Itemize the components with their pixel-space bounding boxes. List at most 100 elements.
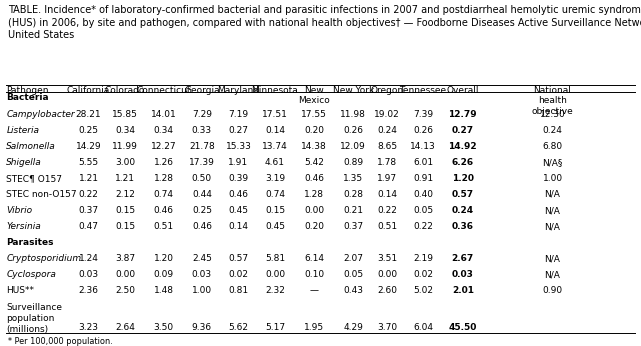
Text: 0.05: 0.05 — [413, 206, 433, 215]
Text: 17.39: 17.39 — [189, 158, 215, 167]
Text: 3.50: 3.50 — [153, 323, 174, 332]
Text: 4.29: 4.29 — [343, 323, 363, 332]
Text: Campylobacter: Campylobacter — [6, 110, 75, 119]
Text: 14.92: 14.92 — [449, 142, 477, 151]
Text: 0.14: 0.14 — [228, 222, 249, 231]
Text: 2.67: 2.67 — [452, 254, 474, 263]
Text: 1.00: 1.00 — [542, 174, 563, 183]
Text: 0.14: 0.14 — [265, 126, 285, 135]
Text: 1.20: 1.20 — [153, 254, 174, 263]
Text: 0.74: 0.74 — [153, 190, 174, 199]
Text: 8.65: 8.65 — [377, 142, 397, 151]
Text: 0.89: 0.89 — [343, 158, 363, 167]
Text: 1.20: 1.20 — [452, 174, 474, 183]
Text: 0.26: 0.26 — [343, 126, 363, 135]
Text: 1.97: 1.97 — [377, 174, 397, 183]
Text: Bacteria: Bacteria — [6, 93, 49, 102]
Text: 0.46: 0.46 — [304, 174, 324, 183]
Text: 0.27: 0.27 — [452, 126, 474, 135]
Text: 12.79: 12.79 — [449, 110, 477, 119]
Text: 1.48: 1.48 — [153, 286, 174, 295]
Text: 15.85: 15.85 — [112, 110, 138, 119]
Text: 2.01: 2.01 — [452, 286, 474, 295]
Text: N/A: N/A — [545, 222, 560, 231]
Text: 0.03: 0.03 — [452, 270, 474, 280]
Text: Overall: Overall — [447, 86, 479, 95]
Text: 5.62: 5.62 — [228, 323, 249, 332]
Text: 5.17: 5.17 — [265, 323, 285, 332]
Text: 0.34: 0.34 — [115, 126, 135, 135]
Text: 45.50: 45.50 — [449, 323, 477, 332]
Text: 5.55: 5.55 — [78, 158, 99, 167]
Text: 6.04: 6.04 — [413, 323, 433, 332]
Text: 0.74: 0.74 — [265, 190, 285, 199]
Text: 1.26: 1.26 — [153, 158, 174, 167]
Text: 1.21: 1.21 — [115, 174, 135, 183]
Text: 0.24: 0.24 — [542, 126, 563, 135]
Text: 5.02: 5.02 — [413, 286, 433, 295]
Text: 0.50: 0.50 — [192, 174, 212, 183]
Text: 14.01: 14.01 — [151, 110, 176, 119]
Text: Cyclospora: Cyclospora — [6, 270, 56, 280]
Text: 0.90: 0.90 — [542, 286, 563, 295]
Text: 0.24: 0.24 — [452, 206, 474, 215]
Text: 2.12: 2.12 — [115, 190, 135, 199]
Text: 0.43: 0.43 — [343, 286, 363, 295]
Text: STEC¶ O157: STEC¶ O157 — [6, 174, 62, 183]
Text: 0.00: 0.00 — [304, 206, 324, 215]
Text: 6.26: 6.26 — [452, 158, 474, 167]
Text: Shigella: Shigella — [6, 158, 42, 167]
Text: 0.57: 0.57 — [228, 254, 249, 263]
Text: 0.33: 0.33 — [192, 126, 212, 135]
Text: Minnesota: Minnesota — [252, 86, 298, 95]
Text: 0.34: 0.34 — [153, 126, 174, 135]
Text: 1.28: 1.28 — [304, 190, 324, 199]
Text: Tennessee: Tennessee — [399, 86, 447, 95]
Text: 0.15: 0.15 — [265, 206, 285, 215]
Text: 2.36: 2.36 — [78, 286, 99, 295]
Text: 11.98: 11.98 — [340, 110, 366, 119]
Text: 6.80: 6.80 — [542, 142, 563, 151]
Text: Salmonella: Salmonella — [6, 142, 56, 151]
Text: 0.15: 0.15 — [115, 206, 135, 215]
Text: 0.00: 0.00 — [377, 270, 397, 280]
Text: 0.39: 0.39 — [228, 174, 249, 183]
Text: 12.30: 12.30 — [540, 110, 565, 119]
Text: Vibrio: Vibrio — [6, 206, 33, 215]
Text: 0.46: 0.46 — [228, 190, 249, 199]
Text: 14.13: 14.13 — [410, 142, 436, 151]
Text: 2.64: 2.64 — [115, 323, 135, 332]
Text: 0.09: 0.09 — [153, 270, 174, 280]
Text: 19.02: 19.02 — [374, 110, 400, 119]
Text: 1.00: 1.00 — [192, 286, 212, 295]
Text: 21.78: 21.78 — [189, 142, 215, 151]
Text: 0.02: 0.02 — [413, 270, 433, 280]
Text: 12.09: 12.09 — [340, 142, 366, 151]
Text: 9.36: 9.36 — [192, 323, 212, 332]
Text: 11.99: 11.99 — [112, 142, 138, 151]
Text: 0.00: 0.00 — [265, 270, 285, 280]
Text: 0.47: 0.47 — [78, 222, 99, 231]
Text: Cryptosporidium: Cryptosporidium — [6, 254, 81, 263]
Text: 3.70: 3.70 — [377, 323, 397, 332]
Text: N/A: N/A — [545, 254, 560, 263]
Text: 17.55: 17.55 — [301, 110, 327, 119]
Text: 2.19: 2.19 — [413, 254, 433, 263]
Text: 2.45: 2.45 — [192, 254, 212, 263]
Text: 0.40: 0.40 — [413, 190, 433, 199]
Text: 0.10: 0.10 — [304, 270, 324, 280]
Text: 0.37: 0.37 — [78, 206, 99, 215]
Text: 0.36: 0.36 — [452, 222, 474, 231]
Text: 0.15: 0.15 — [115, 222, 135, 231]
Text: 5.81: 5.81 — [265, 254, 285, 263]
Text: 0.14: 0.14 — [377, 190, 397, 199]
Text: 28.21: 28.21 — [76, 110, 101, 119]
Text: 0.91: 0.91 — [413, 174, 433, 183]
Text: * Per 100,000 population.: * Per 100,000 population. — [8, 337, 112, 346]
Text: Surveillance
population
(millions): Surveillance population (millions) — [6, 302, 62, 334]
Text: 0.45: 0.45 — [228, 206, 249, 215]
Text: 0.22: 0.22 — [78, 190, 99, 199]
Text: 0.03: 0.03 — [78, 270, 99, 280]
Text: 3.00: 3.00 — [115, 158, 135, 167]
Text: N/A: N/A — [545, 190, 560, 199]
